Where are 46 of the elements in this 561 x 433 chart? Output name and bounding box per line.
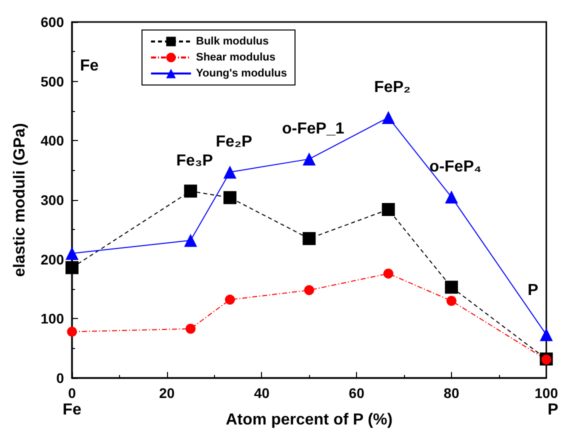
point — [304, 285, 314, 296]
point — [382, 111, 395, 124]
x-tick-label: 100 — [534, 385, 558, 401]
point — [66, 246, 78, 260]
annotation: FeP₂ — [374, 79, 411, 96]
annotation: Fe₃P — [176, 152, 214, 170]
x-tick-label: 20 — [159, 385, 175, 401]
x-tick-label: 60 — [348, 385, 365, 401]
point — [383, 268, 394, 279]
legend-label: Young's modulus — [196, 68, 288, 80]
annotation: o-FeP_1 — [282, 120, 344, 138]
point — [224, 294, 235, 305]
text: Fe — [62, 402, 82, 418]
point — [184, 234, 198, 247]
y-tick-label: 100 — [40, 310, 64, 327]
annotation: Fe — [80, 58, 99, 74]
point — [302, 152, 316, 166]
point — [223, 166, 236, 179]
legend-label: Shear modulus — [196, 52, 276, 64]
point — [444, 280, 458, 294]
x-tick-label: 80 — [444, 385, 460, 401]
point — [186, 324, 196, 334]
point — [446, 296, 456, 306]
point — [67, 326, 77, 337]
y-tick-label: 300 — [40, 192, 64, 208]
annotation: P — [528, 282, 539, 300]
x-tick-label: 40 — [254, 385, 270, 401]
point — [184, 184, 198, 198]
x-tick-label: 0 — [68, 385, 76, 401]
y-tick-label: 600 — [40, 14, 64, 30]
y-tick-label: 500 — [40, 73, 64, 90]
annotation: Fe₂P — [216, 134, 253, 151]
y-tick-label: 0 — [56, 370, 64, 386]
y-tick-label: 200 — [40, 251, 64, 268]
text: P — [548, 402, 559, 418]
legend-label: Bulk modulus — [196, 36, 269, 48]
annotation: o-FeP₄ — [429, 158, 482, 176]
point — [540, 328, 553, 342]
point — [382, 202, 395, 216]
y-axis-title: elastic moduli (GPa) — [12, 123, 28, 277]
point — [66, 261, 78, 274]
y-tick-label: 400 — [40, 132, 64, 149]
point — [302, 232, 316, 246]
x-axis-title: Atom percent of P (%) — [226, 412, 393, 428]
point — [444, 190, 458, 204]
point — [223, 191, 236, 204]
